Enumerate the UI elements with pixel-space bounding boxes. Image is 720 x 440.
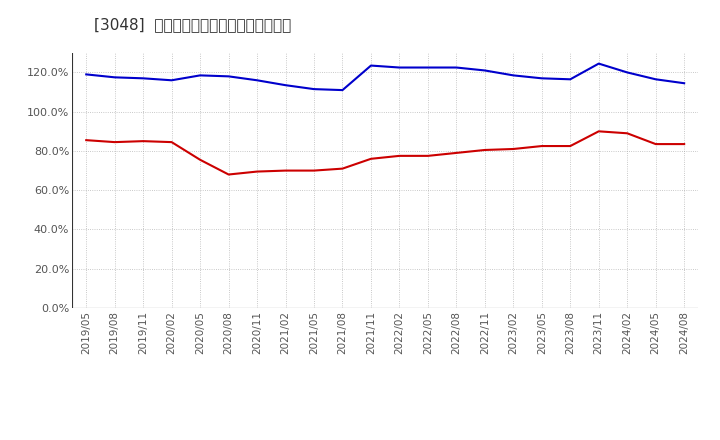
固定長期適合率 — [537, 143, 546, 149]
固定比率 — [167, 77, 176, 83]
固定比率 — [282, 83, 290, 88]
固定長期適合率 — [423, 153, 432, 158]
固定長期適合率 — [110, 139, 119, 145]
固定比率 — [395, 65, 404, 70]
固定長期適合率 — [139, 139, 148, 144]
Line: 固定長期適合率: 固定長期適合率 — [86, 131, 684, 175]
固定比率 — [338, 88, 347, 93]
固定長期適合率 — [225, 172, 233, 177]
固定長期適合率 — [452, 150, 461, 156]
固定長期適合率 — [480, 147, 489, 153]
固定比率 — [652, 77, 660, 82]
固定長期適合率 — [338, 166, 347, 171]
固定長期適合率 — [366, 156, 375, 161]
固定比率 — [623, 70, 631, 75]
固定長期適合率 — [310, 168, 318, 173]
固定比率 — [566, 77, 575, 82]
固定長期適合率 — [652, 141, 660, 147]
固定比率 — [196, 73, 204, 78]
固定長期適合率 — [395, 153, 404, 158]
固定長期適合率 — [282, 168, 290, 173]
固定長期適合率 — [623, 131, 631, 136]
Text: [3048]  固定比率、固定長期適合率の推移: [3048] 固定比率、固定長期適合率の推移 — [94, 18, 291, 33]
固定長期適合率 — [595, 128, 603, 134]
固定比率 — [366, 63, 375, 68]
固定長期適合率 — [196, 157, 204, 162]
固定比率 — [82, 72, 91, 77]
固定比率 — [225, 74, 233, 79]
固定比率 — [253, 77, 261, 83]
固定比率 — [423, 65, 432, 70]
固定長期適合率 — [167, 139, 176, 145]
固定比率 — [595, 61, 603, 66]
固定比率 — [452, 65, 461, 70]
固定比率 — [139, 76, 148, 81]
固定比率 — [310, 87, 318, 92]
Line: 固定比率: 固定比率 — [86, 64, 684, 90]
固定長期適合率 — [680, 141, 688, 147]
固定比率 — [110, 75, 119, 80]
固定比率 — [480, 68, 489, 73]
固定長期適合率 — [566, 143, 575, 149]
固定長期適合率 — [509, 147, 518, 152]
固定比率 — [537, 76, 546, 81]
固定比率 — [680, 81, 688, 86]
固定比率 — [509, 73, 518, 78]
固定長期適合率 — [82, 138, 91, 143]
固定長期適合率 — [253, 169, 261, 174]
